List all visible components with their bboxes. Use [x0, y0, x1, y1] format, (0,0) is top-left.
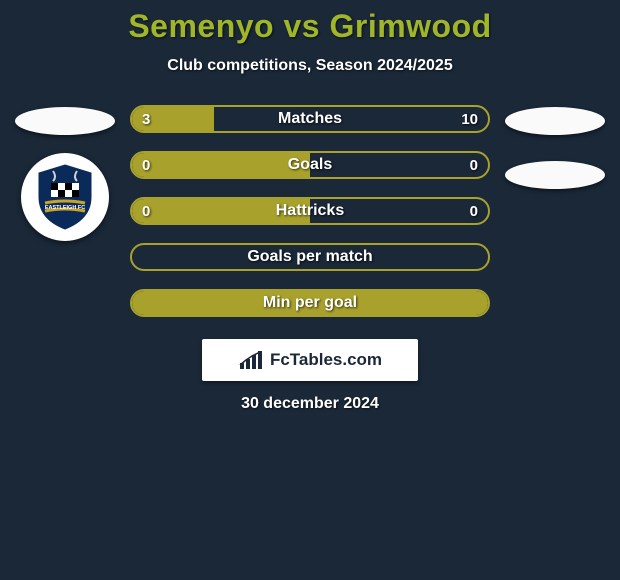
stat-right-value: 10 [461, 111, 478, 128]
stat-left-value: 0 [142, 157, 150, 174]
stat-label: Hattricks [276, 202, 344, 220]
page-title: Semenyo vs Grimwood [0, 8, 620, 45]
brand-text: FcTables.com [270, 350, 382, 370]
left-player-column: EASTLEIGH FC [10, 105, 120, 241]
crest-text: EASTLEIGH FC [45, 205, 85, 211]
player-left-crest: EASTLEIGH FC [21, 153, 109, 241]
right-player-column [500, 105, 610, 189]
stat-label: Goals per match [247, 248, 372, 266]
stat-label: Min per goal [263, 294, 357, 312]
stat-left-value: 3 [142, 111, 150, 128]
stat-bar-goals-per-match: Goals per match [130, 243, 490, 271]
page-subtitle: Club competitions, Season 2024/2025 [0, 57, 620, 75]
date-text: 30 december 2024 [0, 395, 620, 413]
stat-bar-hattricks: 0 0 Hattricks [130, 197, 490, 225]
stat-right-value: 0 [470, 157, 478, 174]
stat-label: Goals [288, 156, 332, 174]
brand-box: FcTables.com [202, 339, 418, 381]
stat-left-value: 0 [142, 203, 150, 220]
stat-bar-goals: 0 0 Goals [130, 151, 490, 179]
club-crest-icon: EASTLEIGH FC [29, 161, 101, 233]
stat-label: Matches [278, 110, 342, 128]
stat-bars: 3 10 Matches 0 0 Goals 0 0 Hattricks Goals per ma… [120, 105, 500, 317]
chart-icon [238, 349, 264, 371]
stat-bar-min-per-goal: Min per goal [130, 289, 490, 317]
player-left-oval [15, 107, 115, 135]
player-right-oval-1 [505, 107, 605, 135]
stat-bar-fill [132, 153, 310, 177]
comparison-row: EASTLEIGH FC 3 10 Matches 0 0 Goals 0 0 Hattrick… [0, 105, 620, 317]
stat-right-value: 0 [470, 203, 478, 220]
stat-bar-matches: 3 10 Matches [130, 105, 490, 133]
player-right-oval-2 [505, 161, 605, 189]
